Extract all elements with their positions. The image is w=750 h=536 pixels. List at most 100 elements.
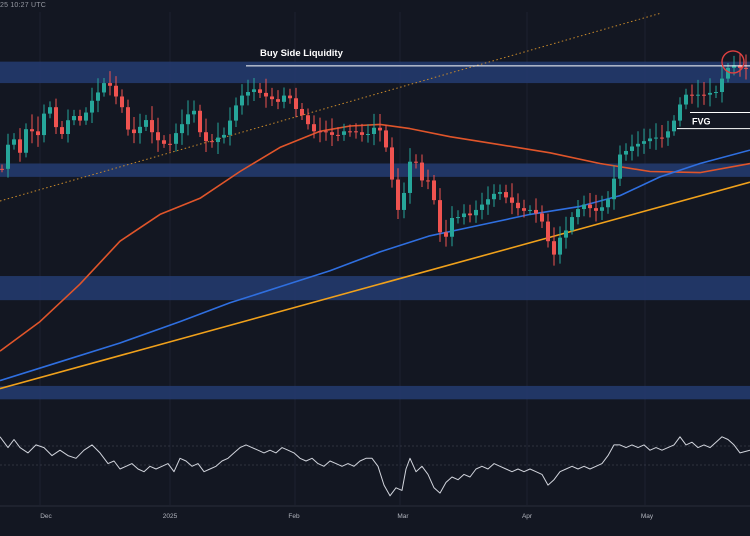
candle-body [300,108,304,116]
candle-body [6,144,10,169]
candle-body [468,213,472,216]
key-level-zone-4 [0,385,750,400]
candle-body [480,204,484,210]
candle-body [492,193,496,200]
x-axis-label-2025: 2025 [163,513,178,520]
candle-body [540,213,544,222]
candle-body [222,134,226,138]
candle-body [360,132,364,135]
candle-body [444,232,448,237]
candle-body [108,83,112,86]
x-axis-label-apr: Apr [522,513,533,520]
candle-body [714,92,718,94]
candle-body [498,192,502,194]
candle-body [90,100,94,113]
candle-body [654,137,658,139]
candle-body [132,129,136,134]
candle-body [618,154,622,179]
key-level-zone-3 [0,276,750,301]
candle-body [636,143,640,147]
candle-body [462,213,466,218]
candle-body [594,208,598,211]
candle-body [114,85,118,97]
ascending-trendline [0,181,750,390]
candle-body [192,110,196,115]
candle-body [738,65,742,68]
x-axis-label-mar: Mar [397,513,409,520]
candle-body [510,197,514,203]
candle-body [270,96,274,100]
candle-body [396,179,400,210]
x-axis-label-may: May [641,513,654,520]
candle-body [732,65,736,68]
candle-body [678,104,682,121]
candle-body [552,241,556,255]
candle-body [612,178,616,200]
candle-body [168,143,172,145]
candle-body [42,113,46,136]
moving-average-200 [0,123,750,352]
candle-body [372,127,376,134]
candle-body [528,209,532,211]
candle-body [378,127,382,131]
candle-body [306,115,310,125]
candle-body [672,120,676,132]
candle-body [390,147,394,180]
candle-body [384,130,388,148]
candle-body [558,237,562,255]
candle-body [438,200,442,233]
candle-body [348,131,352,133]
candle-body [246,92,250,96]
candle-body [726,67,730,79]
candle-body [516,202,520,209]
candle-body [324,131,328,133]
candle-body [96,92,100,101]
candle-body [708,92,712,95]
candle-body [330,132,334,135]
candle-body [102,83,106,93]
candle-body [600,207,604,211]
candle-body [234,105,238,121]
candle-body [18,139,22,153]
candle-body [66,120,70,134]
liquidity-sweep-circle [721,50,745,74]
candle-body [660,137,664,139]
candle-body [366,134,370,135]
candle-body [78,116,82,121]
candle-body [186,114,190,125]
candle-body [702,94,706,96]
buy-side-liquidity-label: Buy Side Liquidity [260,48,344,59]
candle-body [474,209,478,216]
candle-body [84,112,88,121]
candle-body [570,217,574,231]
candle-body [696,94,700,96]
candle-body [690,94,694,96]
candle-body [312,124,316,132]
candle-body [294,98,298,109]
candle-body [252,89,256,93]
candle-body [30,129,34,132]
candle-body [276,99,280,102]
candle-body [606,199,610,208]
x-axis-label-feb: Feb [288,513,300,520]
candle-body [0,168,4,170]
candle-body [36,131,40,136]
candle-body [216,137,220,143]
key-level-zone-1 [0,61,750,84]
candle-body [336,134,340,136]
candle-body [432,180,436,201]
candle-body [630,146,634,151]
x-axis-label-dec: Dec [40,513,52,520]
candle-body [354,131,358,133]
candle-body [288,95,292,99]
candle-body [282,95,286,102]
candle-body [648,138,652,142]
candle-body [408,161,412,193]
candle-body [522,208,526,211]
candle-body [534,209,538,214]
moving-average-100 [0,149,750,382]
candle-body [150,120,154,133]
key-level-zone-2 [0,163,750,177]
candle-body [162,140,166,144]
